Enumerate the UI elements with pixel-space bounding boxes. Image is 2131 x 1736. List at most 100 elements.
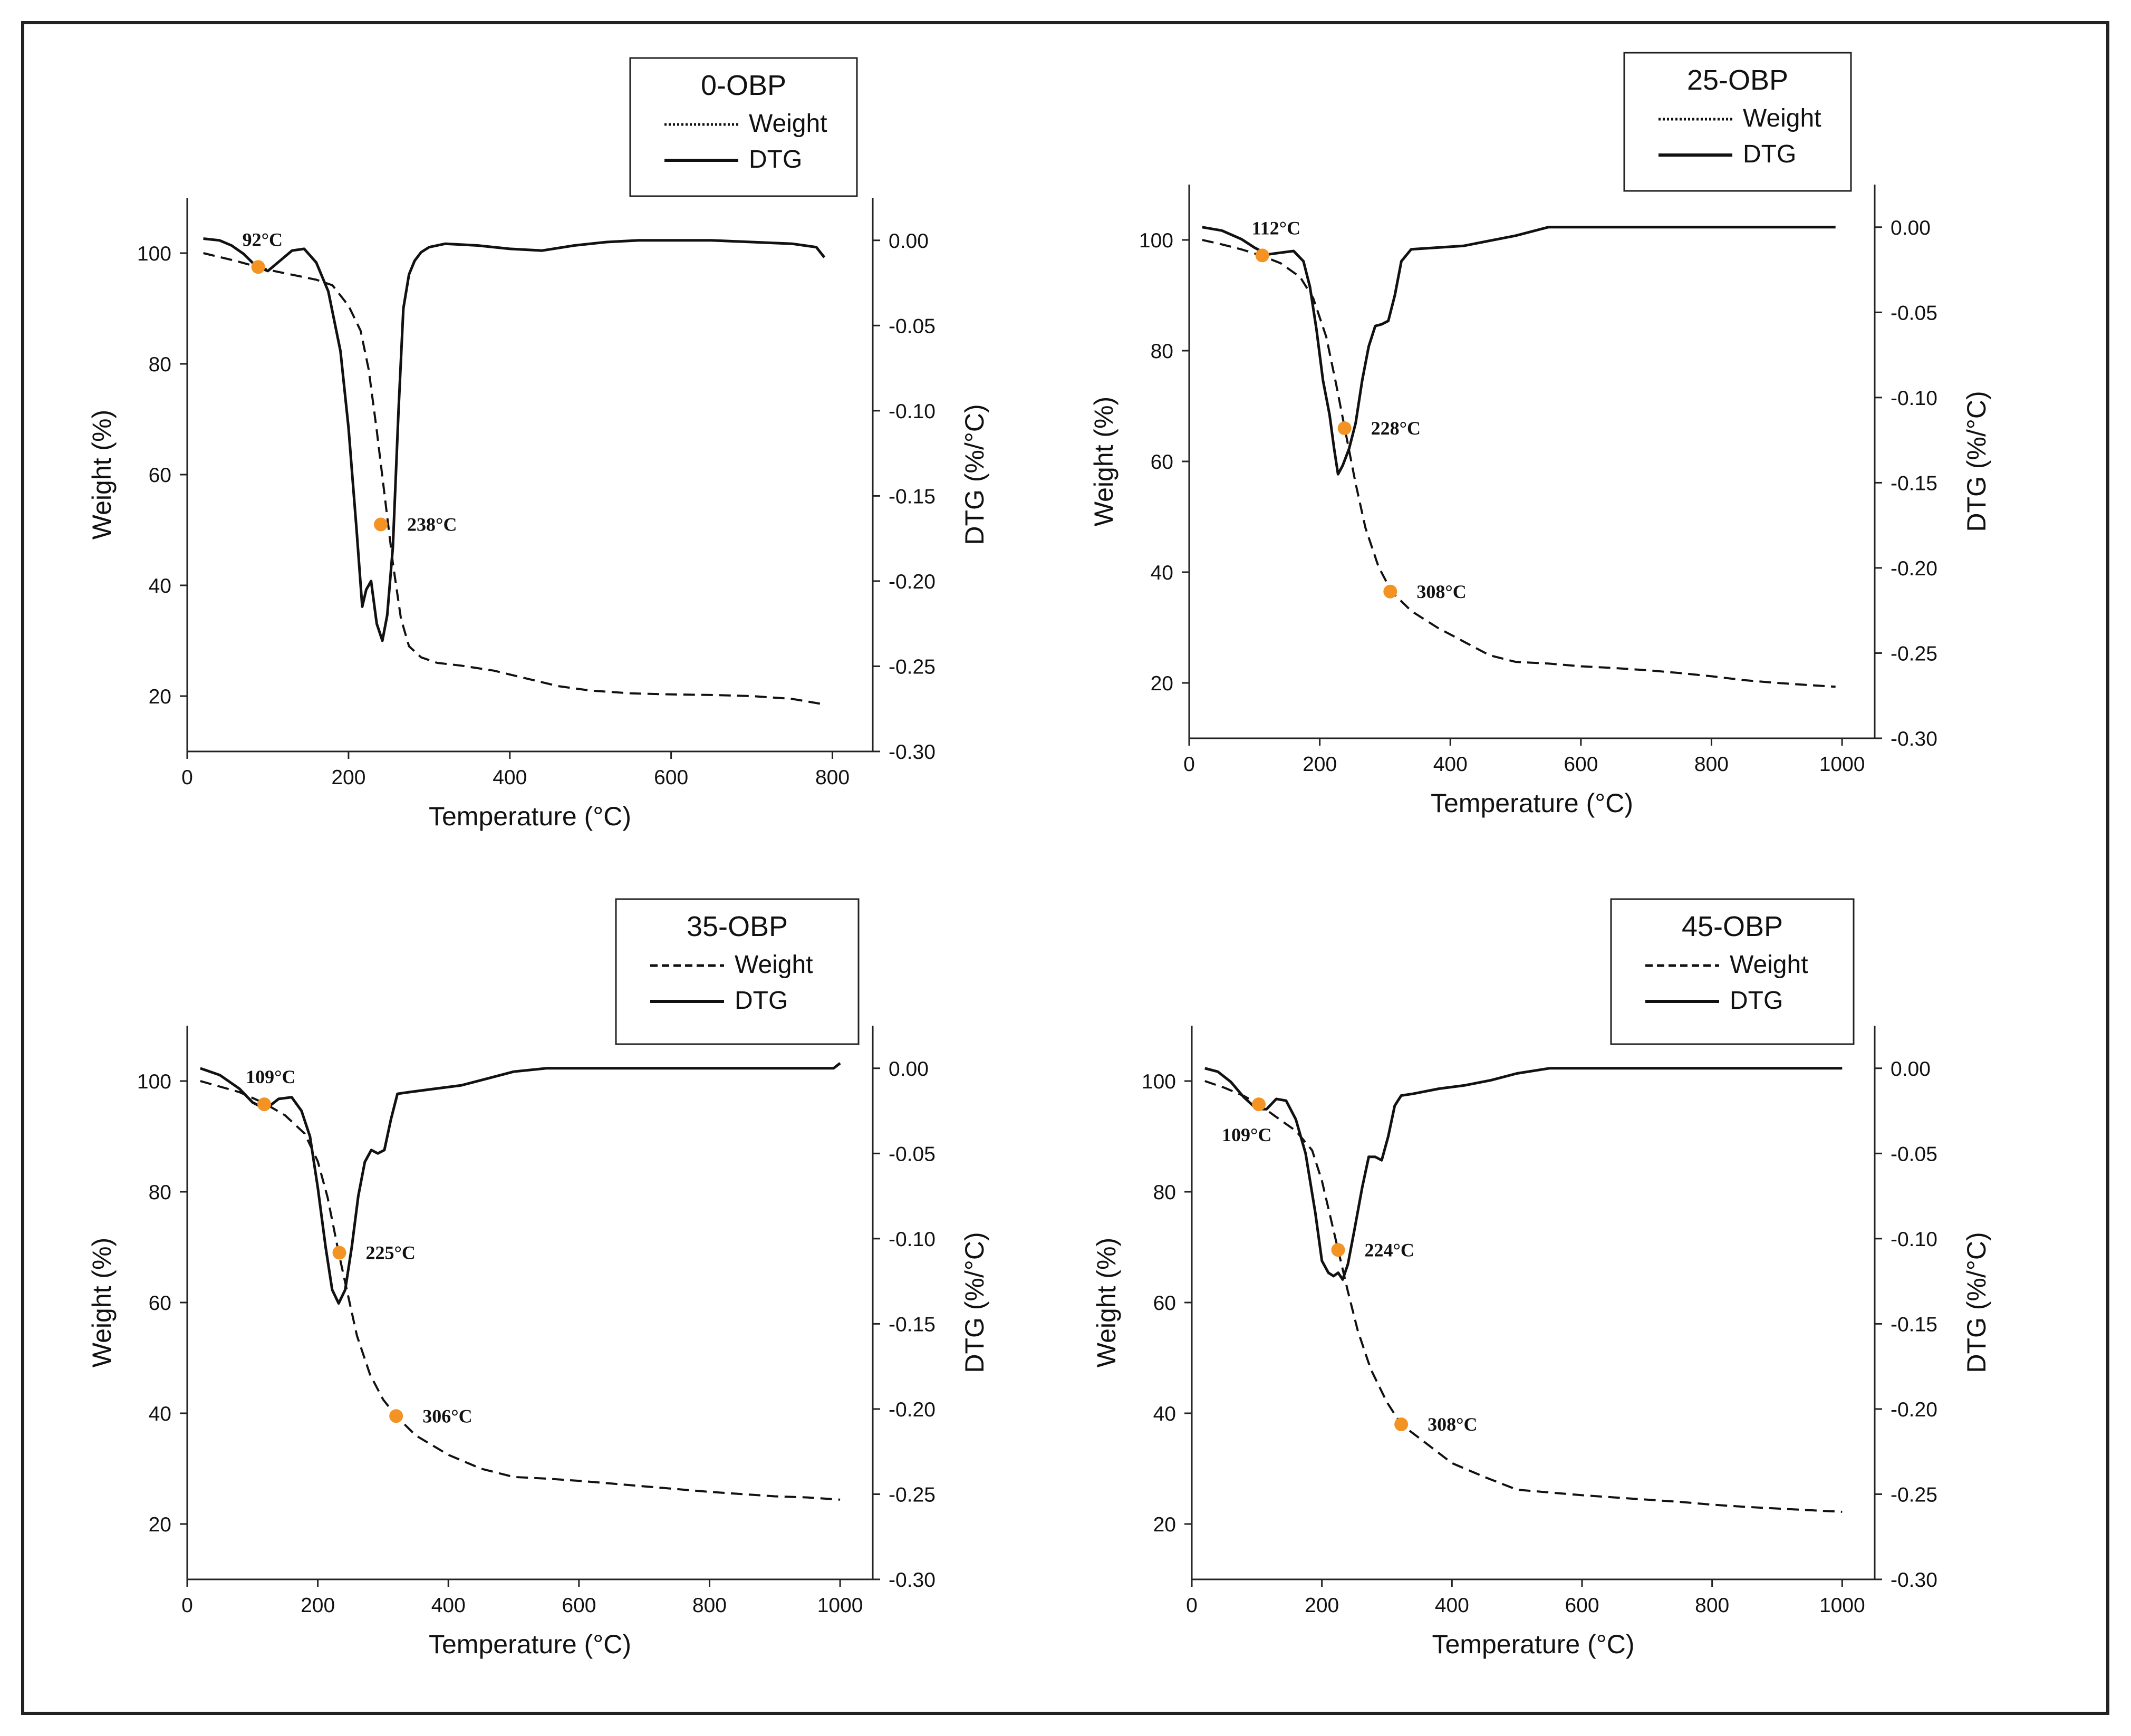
y-tick-label-left: 40 xyxy=(149,575,171,597)
temperature-annotation: 238°C xyxy=(407,514,457,535)
y-tick-label-right: -0.20 xyxy=(889,571,936,593)
chart-panel-0: 0 200 400 600 800 20 40 60 80 100 0.00 -0.05 -0.10 -0… xyxy=(87,57,989,831)
x-tick-label: 400 xyxy=(1433,753,1468,776)
temperature-annotation: 109°C xyxy=(246,1066,295,1087)
temperature-marker xyxy=(1394,1417,1409,1431)
y-tick-label-right: -0.25 xyxy=(1891,1483,1937,1506)
y-axis-label-left: Weight (%) xyxy=(1092,1238,1121,1367)
legend-label-weight: Weight xyxy=(749,110,827,138)
series-line-weight xyxy=(1204,1080,1843,1513)
y-tick-label-right: -0.15 xyxy=(1891,472,1937,495)
legend-label-weight: Weight xyxy=(1743,104,1821,132)
x-tick-label: 800 xyxy=(815,766,850,789)
y-tick-label-left: 80 xyxy=(1153,1181,1176,1204)
y-tick-label-right: -0.05 xyxy=(889,1143,936,1165)
temperature-marker xyxy=(389,1409,403,1423)
x-tick-label: 0 xyxy=(181,1594,193,1617)
x-tick-label: 0 xyxy=(181,766,193,789)
y-tick-label-right: -0.25 xyxy=(889,1483,936,1506)
temperature-annotation: 308°C xyxy=(1416,581,1466,602)
y-tick-label-right: -0.10 xyxy=(889,1228,936,1251)
y-tick-label-left: 60 xyxy=(149,1292,171,1315)
series-line-dtg xyxy=(1202,226,1836,476)
y-tick-label-right: -0.30 xyxy=(1891,1569,1937,1592)
y-tick-label-left: 20 xyxy=(149,1513,171,1536)
x-tick-label: 1000 xyxy=(1819,753,1865,776)
y-tick-label-right: 0.00 xyxy=(889,230,929,253)
y-tick-label-left: 20 xyxy=(149,686,171,708)
y-axis-label-right: DTG (%/°C) xyxy=(1962,391,1991,532)
y-tick-label-right: -0.10 xyxy=(1891,387,1937,410)
y-axis-label-right: DTG (%/°C) xyxy=(960,404,989,545)
temperature-marker xyxy=(1383,584,1397,599)
legend-title: 25-OBP xyxy=(1687,64,1788,96)
y-axis-label-left: Weight (%) xyxy=(1089,397,1118,526)
y-tick-label-right: -0.25 xyxy=(889,655,936,678)
y-tick-label-left: 100 xyxy=(1142,1070,1176,1093)
temperature-marker xyxy=(374,517,388,532)
y-tick-label-right: -0.30 xyxy=(889,1569,936,1592)
x-tick-label: 200 xyxy=(1305,1594,1339,1617)
temperature-marker xyxy=(1331,1243,1345,1257)
temperature-annotation: 308°C xyxy=(1428,1414,1477,1435)
y-tick-label-left: 80 xyxy=(1151,340,1173,363)
temperature-annotation: 109°C xyxy=(1222,1124,1271,1145)
x-tick-label: 200 xyxy=(331,766,365,789)
legend-box xyxy=(615,898,860,1045)
y-tick-label-right: 0.00 xyxy=(889,1058,929,1081)
series-line-dtg xyxy=(1204,1067,1843,1281)
y-tick-label-left: 20 xyxy=(1153,1513,1176,1536)
legend: 0-OBP Weight DTG xyxy=(629,57,858,197)
legend-label-weight: Weight xyxy=(1730,951,1808,979)
series-line-weight xyxy=(1202,239,1836,688)
x-tick-label: 600 xyxy=(654,766,688,789)
x-tick-label: 1000 xyxy=(817,1594,863,1617)
y-axis-label-left: Weight (%) xyxy=(87,1238,117,1367)
y-tick-label-right: -0.30 xyxy=(889,741,936,764)
x-tick-label: 800 xyxy=(1695,1594,1729,1617)
legend-title: 45-OBP xyxy=(1682,911,1783,942)
legend-label-dtg: DTG xyxy=(1743,140,1796,168)
x-tick-label: 400 xyxy=(1435,1594,1469,1617)
x-tick-label: 800 xyxy=(692,1594,727,1617)
x-tick-label: 200 xyxy=(301,1594,335,1617)
y-tick-label-right: -0.10 xyxy=(1891,1228,1937,1251)
chart-panel-3: 0 200 400 600 800 1000 20 40 60 80 100 0.00 -0.05 -0.… xyxy=(1092,898,1991,1659)
legend-title: 0-OBP xyxy=(701,70,786,101)
series-line-weight xyxy=(200,1080,841,1501)
y-tick-label-right: -0.15 xyxy=(889,485,936,508)
y-tick-label-left: 40 xyxy=(1151,562,1173,584)
y-axis-label-right: DTG (%/°C) xyxy=(960,1232,989,1373)
y-tick-label-right: -0.10 xyxy=(889,400,936,423)
temperature-marker xyxy=(332,1246,346,1260)
y-tick-label-right: -0.20 xyxy=(1891,1399,1937,1421)
x-tick-label: 200 xyxy=(1303,753,1337,776)
legend-box xyxy=(629,57,858,197)
y-tick-label-left: 20 xyxy=(1151,672,1173,695)
legend: 45-OBP Weight DTG xyxy=(1610,898,1855,1045)
temperature-marker xyxy=(1337,421,1352,435)
y-axis-label-left: Weight (%) xyxy=(87,410,117,539)
legend-box xyxy=(1623,52,1852,192)
temperature-annotation: 306°C xyxy=(422,1405,472,1426)
y-tick-label-right: 0.00 xyxy=(1891,217,1931,239)
y-tick-label-right: -0.05 xyxy=(889,315,936,337)
y-tick-label-left: 60 xyxy=(1151,451,1173,474)
series-line-dtg xyxy=(203,237,826,642)
x-tick-label: 1000 xyxy=(1819,1594,1865,1617)
x-axis-label: Temperature (°C) xyxy=(1431,788,1633,818)
chart-panel-2: 0 200 400 600 800 1000 20 40 60 80 100 0.00 -0.05 -0.… xyxy=(87,898,989,1659)
x-tick-label: 600 xyxy=(562,1594,596,1617)
temperature-marker xyxy=(251,260,265,274)
y-tick-label-left: 80 xyxy=(149,1181,171,1204)
temperature-marker xyxy=(1255,248,1269,263)
y-tick-label-right: -0.25 xyxy=(1891,642,1937,665)
legend-label-dtg: DTG xyxy=(749,146,802,173)
y-tick-label-left: 100 xyxy=(1139,229,1173,252)
legend: 25-OBP Weight DTG xyxy=(1623,52,1852,192)
figure-frame xyxy=(21,21,2109,1715)
y-tick-label-left: 40 xyxy=(1153,1403,1176,1425)
legend-label-weight: Weight xyxy=(735,951,813,979)
chart-panel-1: 0 200 400 600 800 1000 20 40 60 80 100 0.00 -0.05 -0.… xyxy=(1089,52,1991,818)
temperature-annotation: 225°C xyxy=(365,1242,415,1264)
